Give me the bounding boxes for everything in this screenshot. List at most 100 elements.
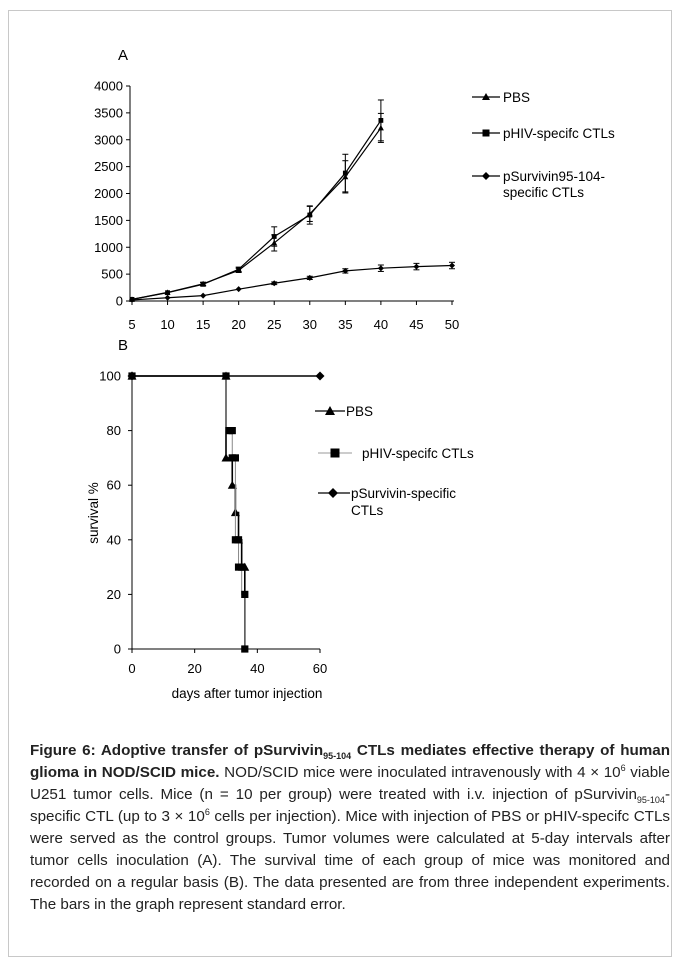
panel-a-x-tick-label: 20 <box>231 317 245 332</box>
panel-a-x-tick-label: 45 <box>409 317 423 332</box>
panel-b-legend: PBS pHIV-specifc CTLs pSurvivin-specific… <box>315 404 474 518</box>
data-point <box>241 590 249 598</box>
legend-a-psurvivin-label-2: specific CTLs <box>503 185 584 200</box>
caption-title: Figure 6: Adoptive transfer of pSurvivin… <box>30 742 670 781</box>
panel-a-x-tick-label: 10 <box>160 317 174 332</box>
legend-b-phiv: pHIV-specifc CTLs <box>318 446 474 461</box>
legend-b-pbs-label: PBS <box>346 404 373 419</box>
triangle-marker-icon <box>325 406 335 415</box>
caption-text-4: cells per injection). Mice with injectio… <box>30 808 670 913</box>
panel-b-y-tick-label: 20 <box>107 587 121 602</box>
series-step-line <box>132 375 246 649</box>
data-point <box>165 290 170 296</box>
legend-a-pbs-label: PBS <box>503 90 530 105</box>
square-marker-icon <box>482 129 490 137</box>
panel-a-label: A <box>118 47 128 64</box>
panel-b-y-tick-label: 0 <box>114 642 121 657</box>
triangle-marker-icon <box>482 93 490 100</box>
data-point <box>231 454 239 462</box>
panel-b-y-tick-label: 100 <box>99 369 121 384</box>
data-point <box>378 118 384 123</box>
data-point <box>342 267 349 274</box>
caption-sup-3: 6 <box>204 806 210 817</box>
panel-a-y-tick-label: 2500 <box>94 159 123 174</box>
panel-a-axes: 0 500 1000 1500 2000 2500 3000 3500 4000 5 10 15 20 2… <box>94 79 459 333</box>
data-point <box>234 536 243 544</box>
legend-a-phiv: pHIV-specifc CTLs <box>472 126 615 141</box>
legend-a-phiv-label: pHIV-specifc CTLs <box>503 126 615 141</box>
panel-a-y-tick-label: 1000 <box>94 240 123 255</box>
panel-a-x-tick-label: 35 <box>338 317 352 332</box>
series-b-square <box>128 372 249 653</box>
panel-b-x-tick-label: 0 <box>128 661 135 676</box>
diamond-marker-icon <box>328 488 338 498</box>
caption-sup-1: 6 <box>620 762 626 773</box>
data-point <box>306 274 313 281</box>
series-a-diamond <box>129 261 455 303</box>
data-point <box>227 480 237 489</box>
panel-a-legend: PBS pHIV-specifc CTLs pSurvivin95-104- s… <box>472 90 615 200</box>
caption-text-2: viable U251 tumor cells. Mice (n = 10 pe… <box>30 764 670 803</box>
legend-a-psurvivin-label-1: pSurvivin95-104- <box>503 169 605 184</box>
data-point <box>315 371 325 381</box>
data-point <box>164 294 171 301</box>
legend-b-psurvivin-label-2: CTLs <box>351 503 384 518</box>
data-point <box>200 292 207 299</box>
data-point <box>238 563 246 571</box>
panel-b-plot <box>127 371 325 653</box>
panel-a-x-tick-label: 25 <box>267 317 281 332</box>
data-point <box>342 170 348 176</box>
panel-b-x-tick-label: 40 <box>250 661 264 676</box>
caption-title-mid: CTLs mediates effective therapy of human… <box>30 742 670 781</box>
caption-title-sub: 95-104 <box>323 751 352 762</box>
series-line <box>131 120 382 300</box>
caption-text-1: NOD/SCID mice were inoculated intravenou… <box>219 764 621 781</box>
panel-b-y-tick-label: 40 <box>107 532 121 547</box>
panel-b-y-axis-title: survival % <box>86 482 101 544</box>
data-point <box>228 427 236 435</box>
legend-b-pbs: PBS <box>315 404 373 419</box>
panel-a-y-tick-label: 0 <box>116 294 123 309</box>
panel-a-plot <box>129 99 455 303</box>
data-point <box>200 281 206 287</box>
panel-b: B 0 20 40 60 80 100 0 20 40 60 survival % days af… <box>86 337 474 701</box>
panel-b-y-tick-label: 60 <box>107 478 121 493</box>
data-point <box>271 234 277 239</box>
series-b-triangle <box>127 371 250 649</box>
series-b-diamond <box>127 371 325 381</box>
panel-a-y-tick-label: 3500 <box>94 105 123 120</box>
panel-a-x-tick-label: 5 <box>128 317 135 332</box>
panel-b-axes: 0 20 40 60 80 100 0 20 40 60 <box>99 369 327 677</box>
caption-text-3: -specific CTL (up to 3 × 10 <box>30 786 670 825</box>
panel-a: A 0 500 1000 1500 2000 2500 3000 3500 4000 5 10 15 2… <box>94 47 615 332</box>
legend-a-psurvivin: pSurvivin95-104- specific CTLs <box>472 169 605 200</box>
series-line <box>131 264 453 301</box>
panel-a-x-tick-label: 40 <box>374 317 388 332</box>
panel-a-x-tick-label: 15 <box>196 317 210 332</box>
panel-a-y-tick-label: 2000 <box>94 186 123 201</box>
data-point <box>129 296 135 303</box>
legend-b-psurvivin-label-1: pSurvivin-specific <box>351 486 456 501</box>
panel-a-y-tick-label: 1500 <box>94 213 123 228</box>
square-marker-icon <box>330 448 340 458</box>
panel-b-x-axis-title: days after tumor injection <box>172 686 323 701</box>
data-point <box>377 265 384 272</box>
panel-a-y-tick-label: 3000 <box>94 132 123 147</box>
panel-a-y-tick-label: 500 <box>101 267 123 282</box>
series-step-line <box>132 375 246 649</box>
data-point <box>413 263 420 270</box>
panel-b-label: B <box>118 337 128 354</box>
caption-sub-2: 95-104 <box>636 795 665 806</box>
legend-a-pbs: PBS <box>472 90 530 105</box>
data-point <box>449 262 455 269</box>
data-point <box>221 453 231 462</box>
figure-frame <box>8 10 672 957</box>
panel-a-x-tick-label: 30 <box>303 317 317 332</box>
panel-b-y-tick-label: 80 <box>107 423 121 438</box>
data-point <box>307 212 313 218</box>
caption-title-prefix: Figure 6: Adoptive transfer of pSurvivin <box>30 742 324 759</box>
panel-a-y-tick-label: 4000 <box>94 79 123 94</box>
legend-b-phiv-label: pHIV-specifc CTLs <box>362 446 474 461</box>
diamond-marker-icon <box>482 172 490 180</box>
